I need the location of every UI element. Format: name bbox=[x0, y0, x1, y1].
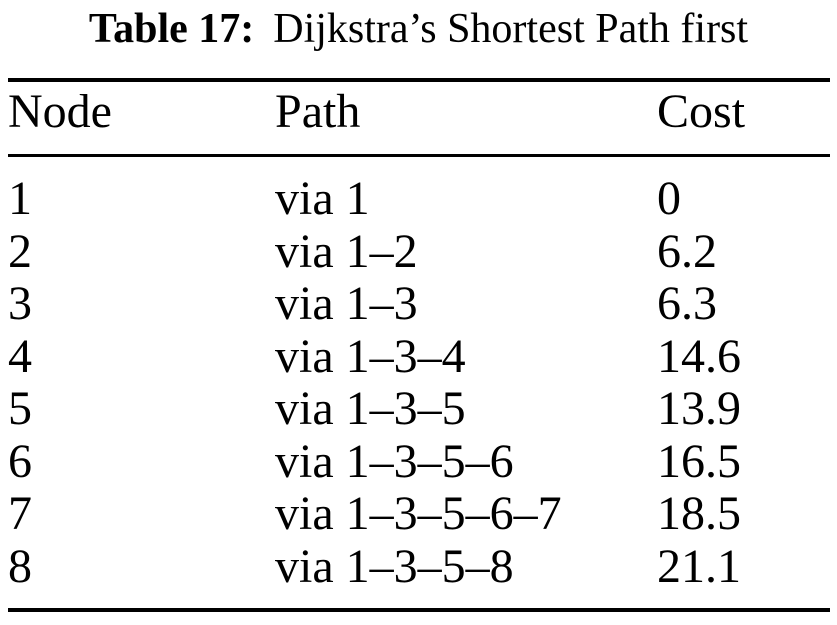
node-cell: 4 bbox=[8, 329, 32, 383]
table-row: 5 via 1–3–5 13.9 bbox=[8, 382, 830, 436]
table-row: 3 via 1–3 6.3 bbox=[8, 277, 830, 331]
path-cell: via 1–2 bbox=[275, 224, 418, 278]
table-body: 1 via 1 0 2 via 1–2 6.2 3 via 1–3 6.3 4 via 1–3–4 1… bbox=[8, 156, 830, 611]
path-cell: via 1–3 bbox=[275, 277, 418, 330]
path-cell: via 1–3–5–8 bbox=[275, 539, 514, 593]
table-row: 4 via 1–3–4 14.6 bbox=[8, 329, 830, 384]
cost-cell: 6.3 bbox=[657, 277, 717, 330]
column-header-node: Node bbox=[8, 80, 275, 157]
table-caption: Table 17: Dijkstra’s Shortest Path first bbox=[0, 0, 837, 54]
cost-cell: 0 bbox=[657, 172, 681, 225]
path-cell: via 1 bbox=[275, 172, 370, 225]
node-cell: 1 bbox=[8, 172, 32, 225]
cost-cell: 13.9 bbox=[657, 382, 741, 435]
shortest-path-table: Node Path Cost 1 via 1 0 2 via 1–2 6.2 3 via 1–… bbox=[8, 78, 830, 612]
path-cell: via 1–3–5 bbox=[275, 382, 466, 435]
node-cell: 6 bbox=[8, 434, 32, 488]
node-cell: 5 bbox=[8, 382, 32, 435]
cost-cell: 14.6 bbox=[657, 329, 741, 383]
cost-cell: 16.5 bbox=[657, 434, 741, 488]
node-cell: 8 bbox=[8, 539, 32, 593]
table-row: 8 via 1–3–5–8 21.1 bbox=[8, 539, 830, 611]
table-row: 1 via 1 0 bbox=[8, 156, 830, 226]
node-cell: 3 bbox=[8, 277, 32, 330]
column-header-path: Path bbox=[275, 80, 657, 157]
path-cell: via 1–3–5–6 bbox=[275, 434, 514, 488]
column-header-cost: Cost bbox=[657, 80, 830, 157]
cost-cell: 21.1 bbox=[657, 539, 741, 593]
header-row: Node Path Cost bbox=[8, 80, 830, 157]
table-row: 7 via 1–3–5–6–7 18.5 bbox=[8, 487, 830, 541]
node-cell: 7 bbox=[8, 487, 32, 540]
node-cell: 2 bbox=[8, 224, 32, 278]
path-cell: via 1–3–5–6–7 bbox=[275, 487, 562, 540]
table-row: 6 via 1–3–5–6 16.5 bbox=[8, 434, 830, 489]
cost-cell: 18.5 bbox=[657, 487, 741, 540]
table-row: 2 via 1–2 6.2 bbox=[8, 224, 830, 279]
path-cell: via 1–3–4 bbox=[275, 329, 466, 383]
table-caption-title: Dijkstra’s Shortest Path first bbox=[273, 6, 749, 52]
table-caption-label: Table 17: bbox=[88, 6, 255, 52]
cost-cell: 6.2 bbox=[657, 224, 717, 278]
